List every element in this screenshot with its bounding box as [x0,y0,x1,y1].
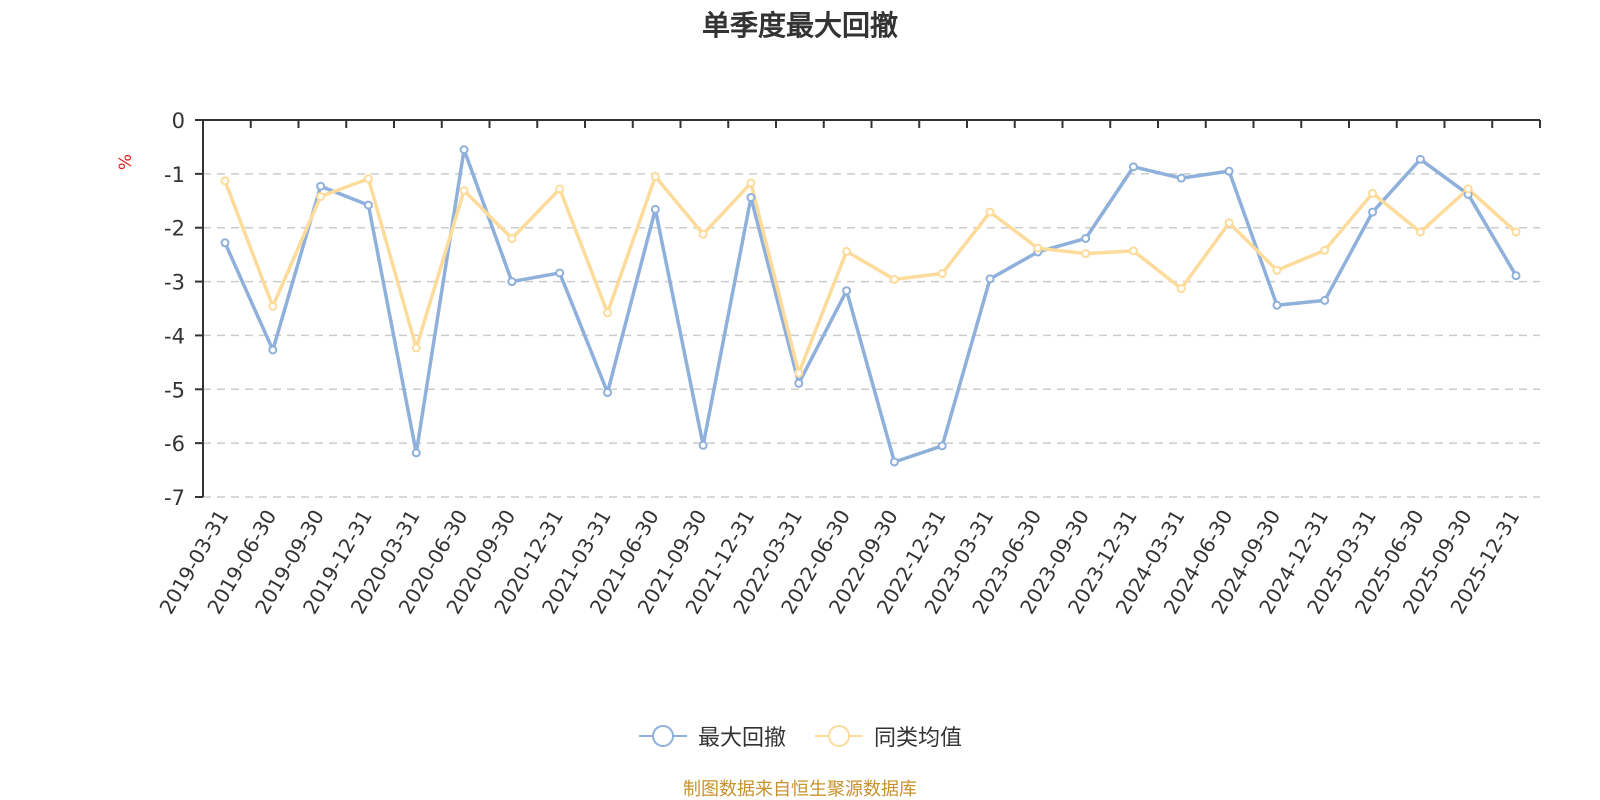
y-tick-label: -6 [164,432,185,456]
data-point-series-2 [459,186,469,196]
data-point-series-2 [507,233,517,243]
series-line-1 [223,147,1518,464]
data-point-series-2 [220,176,230,186]
data-point-series-1 [363,200,373,210]
data-point-series-2 [650,172,660,182]
data-point-series-1 [268,345,278,355]
data-point-series-1 [1272,300,1282,310]
data-point-series-2 [1415,227,1425,237]
data-point-series-2 [1128,246,1138,256]
data-point-series-2 [1176,284,1186,294]
data-point-series-2 [1081,249,1091,259]
data-point-series-2 [889,274,899,284]
y-tick-label: -3 [164,271,185,295]
legend-label: 同类均值 [874,726,963,751]
y-axis-unit-label: % [116,154,136,170]
chart-title: 单季度最大回撤 [701,9,898,42]
source-note: 制图数据来自恒生聚源数据库 [683,779,917,800]
data-point-series-2 [603,308,613,318]
data-point-series-1 [1415,154,1425,164]
legend-line-marker-icon [638,725,687,747]
data-point-series-1 [1320,295,1330,305]
data-point-series-1 [1081,233,1091,243]
data-point-series-1 [1128,162,1138,172]
data-point-series-1 [794,378,804,388]
y-tick-label: -5 [164,378,185,402]
tick-labels: 0-1-2-3-4-5-6-7%2019-03-312019-06-302019… [116,109,1524,618]
data-point-series-2 [985,207,995,217]
data-point-series-1 [698,440,708,450]
data-point-series-1 [1176,173,1186,183]
data-point-series-1 [1511,271,1521,281]
legend-item-series-2[interactable]: 同类均值 [814,720,962,752]
data-point-series-1 [746,193,756,203]
data-point-series-2 [363,174,373,184]
series-line-2 [223,174,1518,375]
data-point-series-2 [1368,188,1378,198]
data-point-series-2 [1033,243,1043,253]
data-point-series-1 [937,441,947,451]
data-point-series-2 [1463,184,1473,194]
data-point-series-2 [316,191,326,201]
legend-item-series-1[interactable]: 最大回撤 [638,720,786,752]
data-point-series-1 [220,238,230,248]
data-point-series-2 [1511,227,1521,237]
data-point-series-1 [889,457,899,467]
data-point-series-1 [650,204,660,214]
y-tick-label: -1 [164,163,185,187]
data-point-series-1 [507,277,517,287]
series-lines [223,147,1518,464]
data-point-series-2 [555,184,565,194]
data-point-series-1 [459,145,469,155]
data-point-series-1 [1224,166,1234,176]
y-tick-label: 0 [172,109,185,133]
grid-lines [203,173,1540,498]
data-point-series-1 [411,448,421,458]
y-tick-label: -7 [164,486,185,510]
data-point-series-2 [794,368,804,378]
data-point-series-1 [316,181,326,191]
data-point-series-1 [842,286,852,296]
data-point-series-2 [1320,245,1330,255]
data-point-series-1 [555,268,565,278]
data-point-series-2 [268,301,278,311]
data-point-series-2 [1224,218,1234,228]
axes [195,119,1541,498]
series-points [220,145,1521,467]
data-point-series-2 [698,229,708,239]
data-point-series-1 [1368,207,1378,217]
data-point-series-2 [842,246,852,256]
data-point-series-1 [603,388,613,398]
data-point-series-2 [937,268,947,278]
data-point-series-1 [985,274,995,284]
data-point-series-2 [411,343,421,353]
legend-label: 最大回撤 [697,726,786,751]
legend-line-marker-icon [815,725,863,747]
y-tick-label: -4 [164,324,185,348]
legend: 最大回撤 同类均值 [0,720,1600,752]
y-tick-label: -2 [164,217,185,241]
data-point-series-2 [1272,265,1282,275]
data-point-series-2 [746,178,756,188]
